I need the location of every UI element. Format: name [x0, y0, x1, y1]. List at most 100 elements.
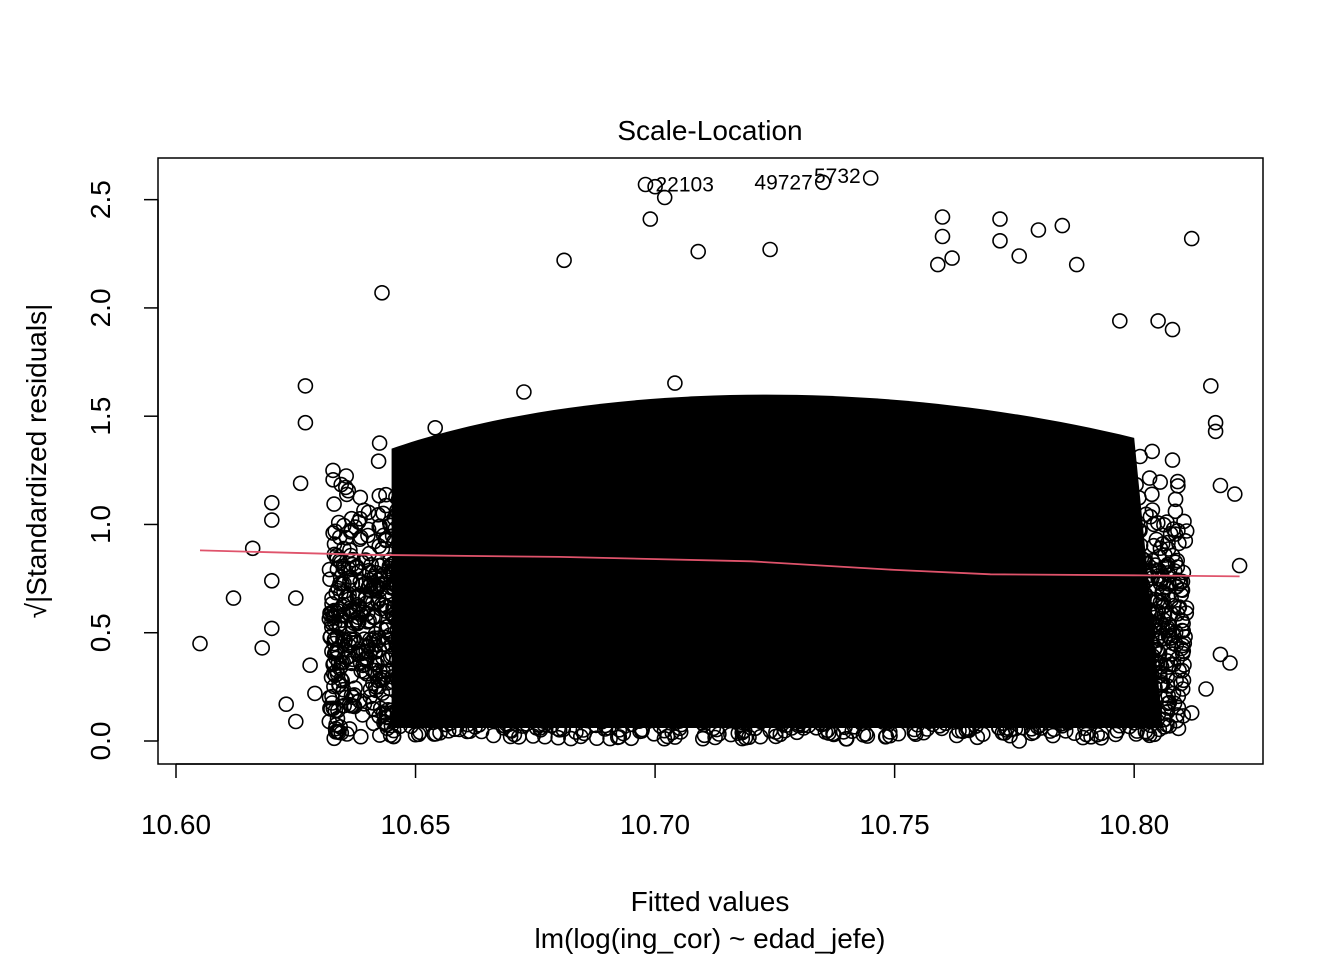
point-id-label: 5732 [814, 165, 861, 188]
scatter-point [367, 678, 384, 695]
scatter-point [329, 666, 346, 682]
scatter-point [623, 730, 640, 747]
scatter-point [838, 730, 855, 747]
scatter-point [1203, 378, 1219, 394]
scatter-point [1093, 730, 1109, 746]
scatter-point [371, 435, 388, 451]
scatter-point [934, 209, 951, 225]
scatter-point [370, 672, 386, 689]
scatter-point [325, 471, 341, 488]
scatter-point [969, 729, 986, 746]
scatter-point [1212, 477, 1229, 494]
scatter-point [1170, 572, 1186, 589]
scatter-point [992, 211, 1008, 227]
scatter-point [263, 620, 280, 637]
scatter-point [1075, 729, 1091, 746]
y-tick-label: 0.5 [85, 613, 116, 652]
scatter-point [407, 726, 424, 743]
scatter-point [1172, 573, 1189, 590]
scatter-point [814, 174, 831, 191]
scatter-point [1167, 491, 1184, 508]
model-formula-subtitle: lm(log(ing_cor) ~ edad_jefe) [535, 923, 886, 954]
scatter-point [360, 521, 377, 538]
scatter-point [707, 729, 723, 746]
scatter-point [336, 697, 353, 714]
scatter-point [878, 728, 895, 745]
scatter-point [1157, 559, 1173, 575]
scatter-point [366, 630, 383, 646]
scatter-point [331, 724, 347, 741]
smooth-line [199, 549, 1240, 578]
scatter-point [287, 713, 304, 730]
scatter-point [338, 468, 355, 484]
scatter-point [1112, 313, 1128, 329]
scatter-point [330, 514, 347, 531]
scatter-point [741, 729, 757, 746]
x-tick-label: 10.75 [860, 809, 930, 840]
scatter-point [1231, 557, 1248, 574]
scatter-point [1164, 321, 1181, 338]
scatter-point [556, 252, 572, 269]
scatter-point [192, 635, 208, 652]
scatter-point [360, 504, 377, 521]
scatter-point [1175, 672, 1192, 689]
scatter-point [1149, 593, 1166, 609]
scatter-point [637, 176, 654, 193]
scatter-point [372, 671, 389, 688]
scatter-point [287, 590, 304, 606]
x-tick-label: 10.60 [141, 809, 211, 840]
scatter-point [1144, 486, 1160, 503]
scatter-point [944, 250, 960, 266]
scatter-point [363, 642, 380, 658]
scatter-point [342, 572, 358, 589]
x-axis-title: Fitted values [631, 886, 790, 917]
scatter-point [1164, 452, 1181, 468]
scatter-point [1156, 516, 1172, 533]
scatter-point [1141, 470, 1158, 486]
scatter-point [336, 634, 353, 650]
scatter-point [642, 211, 659, 227]
chart-title: Scale-Location [617, 115, 802, 146]
point-labels: 22103 49727 5732 [656, 165, 861, 197]
scatter-point [307, 685, 323, 702]
scatter-point [1167, 624, 1184, 641]
x-tick-label: 10.80 [1099, 809, 1169, 840]
scatter-point [325, 462, 341, 479]
scatter-point [244, 540, 261, 557]
scatter-point [1178, 600, 1195, 616]
scatter-point [1183, 230, 1200, 247]
scatter-point [331, 676, 347, 693]
scatter-point [331, 529, 348, 546]
scatter-point [1175, 708, 1192, 724]
y-tick-label: 0.0 [85, 722, 116, 761]
scatter-point [357, 552, 374, 568]
scatter-point [1152, 474, 1168, 490]
scatter-point [371, 487, 388, 504]
scatter-point [1165, 656, 1182, 673]
scatter-point [365, 632, 382, 648]
scatter-point [1154, 536, 1171, 552]
scatter-point [325, 656, 341, 673]
scatter-point [342, 542, 358, 558]
scatter-point [659, 728, 676, 745]
scatter-point [537, 728, 553, 745]
x-axis: 10.60 10.65 10.70 10.75 10.80 [141, 763, 1169, 840]
scatter-point [1222, 655, 1238, 671]
scatter-point [934, 228, 951, 245]
scatter-point [225, 590, 242, 606]
y-tick-label: 1.5 [85, 397, 116, 436]
scatter-point [1174, 582, 1191, 599]
y-axis: 0.0 0.5 1.0 1.5 2.0 2.5 [85, 180, 159, 761]
scatter-point [371, 727, 388, 743]
scatter-point [762, 241, 778, 258]
scatter-point [516, 384, 532, 400]
scatter-point [1167, 526, 1184, 542]
scatter-point [1170, 688, 1187, 705]
scatter-point [790, 715, 807, 732]
scatter-point [647, 178, 663, 195]
scatter-point [1183, 705, 1200, 721]
scatter-point [929, 256, 946, 273]
scatter-point [346, 631, 363, 647]
y-tick-label: 2.0 [85, 288, 116, 327]
scatter-point [667, 729, 683, 745]
